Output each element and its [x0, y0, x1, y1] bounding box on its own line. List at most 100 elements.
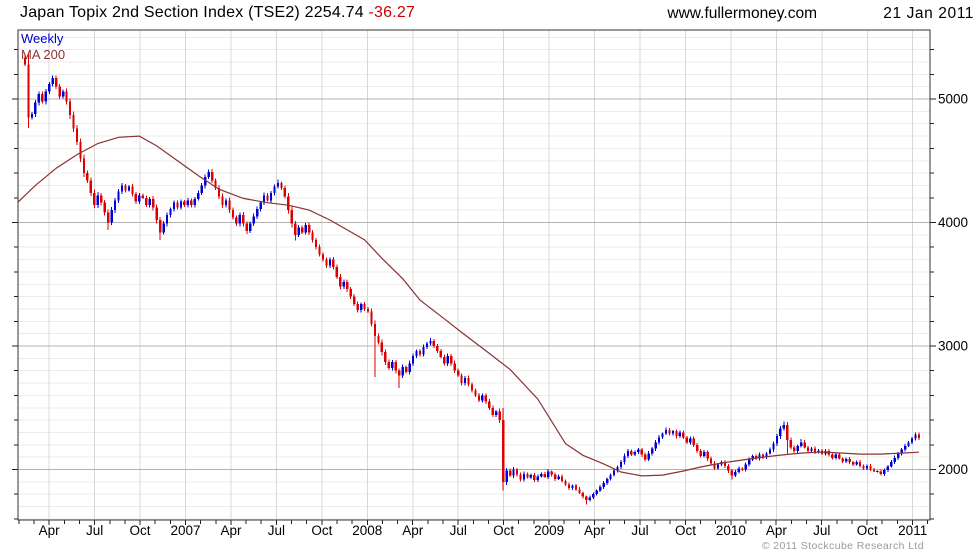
candle-body: [269, 192, 273, 201]
candle-up: [34, 100, 37, 118]
candle-up: [48, 81, 51, 95]
candle-body: [654, 442, 657, 449]
candle-down: [879, 469, 883, 476]
candle-body: [138, 195, 141, 202]
candle-body: [768, 449, 772, 454]
candle-down: [917, 432, 921, 441]
candle-body: [72, 115, 75, 129]
candle-body: [359, 304, 363, 311]
candle-body: [571, 485, 574, 489]
candle-body: [758, 454, 761, 459]
candle-down: [221, 193, 224, 209]
candle-down: [453, 360, 456, 374]
candle-up: [197, 190, 200, 201]
candle-body: [349, 289, 352, 297]
x-axis-label: Oct: [857, 523, 878, 538]
candle-up: [495, 410, 498, 417]
candle-up: [297, 224, 300, 238]
candle-body: [321, 254, 325, 260]
candle-up: [633, 450, 636, 457]
candle-up: [751, 454, 754, 461]
candle-body: [793, 447, 796, 451]
x-axis-label: Oct: [493, 523, 514, 538]
candle-up: [796, 444, 799, 454]
candle-body: [450, 355, 453, 364]
candle-up: [252, 213, 255, 227]
x-axis-label: Jul: [813, 523, 830, 538]
candle-body: [162, 223, 165, 233]
candle-body: [408, 363, 411, 372]
candle-down: [242, 212, 245, 227]
candle-body: [325, 259, 328, 266]
candle-up: [834, 452, 837, 460]
candle-body: [657, 437, 661, 443]
candle-up: [422, 344, 425, 357]
candle-body: [862, 465, 865, 469]
candle-up: [262, 192, 266, 206]
candle-body: [328, 259, 332, 266]
candle-body: [79, 142, 82, 159]
x-axis-label: Apr: [584, 523, 606, 538]
candle-body: [75, 128, 79, 143]
candle-body: [723, 462, 727, 466]
candle-down: [363, 301, 366, 312]
candle-body: [761, 454, 765, 458]
candle-body: [356, 304, 359, 311]
candle-up: [193, 197, 196, 208]
candle-up: [779, 426, 782, 439]
candle-up: [411, 353, 415, 366]
candle-body: [526, 473, 529, 478]
candle-body: [748, 459, 751, 465]
candle-up: [536, 474, 539, 482]
candle-body: [595, 490, 598, 495]
candle-down: [477, 393, 481, 403]
candle-down: [754, 454, 758, 460]
ma200-line: [17, 135, 920, 477]
candle-down: [373, 320, 377, 377]
candle-down: [41, 91, 44, 104]
candle-body: [224, 200, 228, 206]
candle-body: [817, 450, 820, 453]
candle-up: [855, 460, 858, 466]
x-axis-label: 2007: [170, 523, 200, 538]
candle-down: [124, 183, 127, 193]
candle-body: [619, 462, 623, 468]
candle-body: [373, 323, 377, 337]
candle-body: [443, 357, 446, 364]
candle-body: [429, 341, 432, 344]
candle-down: [730, 469, 734, 480]
candle-down: [380, 339, 384, 356]
candle-down: [432, 338, 436, 349]
candle-body: [560, 476, 564, 482]
candle-body: [283, 187, 287, 197]
x-axis-label: Oct: [130, 523, 151, 538]
candle-body: [318, 247, 321, 255]
candle-body: [335, 266, 338, 277]
candle-up: [169, 207, 172, 218]
candle-down: [155, 204, 158, 224]
candle-body: [405, 366, 408, 372]
candle-down: [266, 193, 269, 202]
candle-down: [325, 257, 328, 269]
candle-body: [772, 443, 775, 450]
candle-body: [273, 186, 276, 193]
candle-body: [353, 296, 356, 305]
candle-down: [349, 287, 352, 299]
candle-body: [51, 78, 54, 85]
candle-down: [450, 353, 453, 366]
candle-up: [249, 221, 252, 233]
candle-body: [68, 101, 72, 116]
candle-body: [893, 457, 896, 463]
candle-down: [89, 177, 92, 197]
candle-body: [204, 176, 207, 186]
candle-body: [456, 370, 460, 376]
candle-body: [488, 401, 491, 408]
plot-border: [17, 29, 931, 521]
candle-body: [737, 468, 740, 472]
candle-body: [702, 452, 706, 456]
x-axis-label: 2010: [716, 523, 746, 538]
candle-down: [696, 443, 699, 454]
candle-body: [623, 455, 626, 463]
